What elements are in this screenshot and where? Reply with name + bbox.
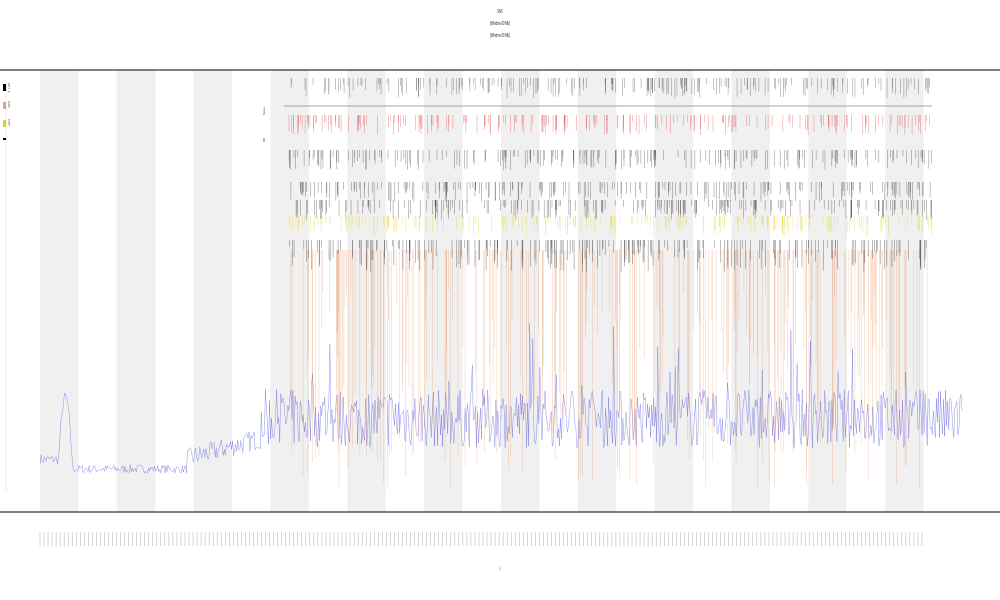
legend-item: x1E3: [2, 116, 12, 134]
legend-item: 5×E0: [2, 80, 12, 98]
background-band: [193, 70, 233, 512]
legend: 5×E0 x1E3 x1E3: [2, 80, 12, 152]
legend-item: x1E3: [2, 98, 12, 116]
legend-label: x1E3: [7, 119, 11, 126]
x-axis-label: 1: [498, 566, 502, 571]
background-band: [116, 70, 156, 512]
chart-title-block: SNV [Window 00 Mb] [Window 00 Mb]: [440, 6, 560, 42]
background-band: [40, 70, 79, 512]
legend-label: 5×E0: [7, 83, 11, 93]
legend-swatch: [3, 84, 6, 91]
track-label-score: Score: [262, 107, 266, 115]
track-label-db: DB: [262, 137, 266, 142]
legend-swatch: [3, 138, 6, 140]
background-band: [808, 70, 847, 512]
legend-label: x1E3: [7, 101, 11, 108]
coverage-series-line: [39, 323, 963, 474]
track-row-labels: Score DB: [262, 88, 266, 142]
background-band: [424, 70, 463, 512]
chart-subtitle-1: [Window 00 Mb]: [490, 21, 510, 27]
background-band: [577, 70, 617, 512]
chart-title: SNV: [497, 9, 503, 15]
chart-subtitle-2: [Window 00 Mb]: [490, 33, 510, 39]
legend-swatch: [3, 120, 6, 127]
legend-item: [2, 134, 12, 152]
background-band: [654, 70, 694, 512]
background-band: [270, 70, 309, 512]
legend-swatch: [3, 102, 6, 109]
